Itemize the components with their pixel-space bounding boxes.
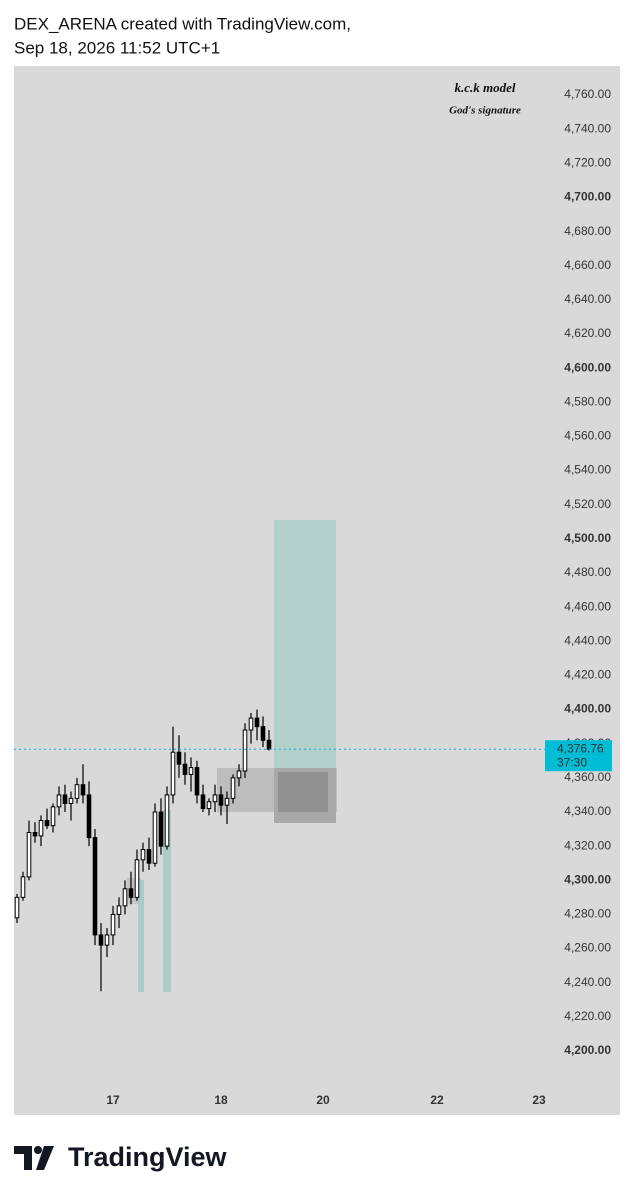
candle-body: [236, 770, 242, 779]
candle-body: [218, 794, 224, 806]
candle-body: [194, 767, 200, 796]
last-price-box: [545, 740, 612, 772]
brand-name: TradingView: [68, 1142, 228, 1172]
candle-body: [248, 717, 254, 731]
candle-body: [104, 934, 110, 946]
header-date: Sep 18, 2026 11:52 UTC+1: [14, 38, 220, 57]
y-tick-label: 4,600.00: [564, 360, 611, 374]
y-tick-label: 4,580.00: [564, 394, 611, 408]
stop-zone-inner: [278, 772, 328, 812]
candle-body: [110, 913, 116, 936]
y-tick-label: 4,700.00: [564, 190, 611, 204]
logo-mark: [14, 1146, 32, 1170]
x-tick-label: 22: [430, 1093, 444, 1107]
candle-body: [134, 859, 140, 898]
y-tick-label: 4,520.00: [564, 497, 611, 511]
candle-body: [50, 806, 56, 827]
y-tick-label: 4,680.00: [564, 224, 611, 238]
y-tick-label: 4,240.00: [564, 975, 611, 989]
candle-body: [224, 797, 230, 806]
candle-body: [230, 777, 236, 799]
candle-body: [32, 831, 38, 837]
candle-body: [122, 888, 128, 907]
candle-body: [92, 837, 98, 936]
x-tick-label: 23: [532, 1093, 546, 1107]
candle-body: [212, 794, 218, 803]
fvg-zone: [138, 880, 144, 992]
x-tick-label: 18: [214, 1093, 228, 1107]
x-tick-label: 17: [106, 1093, 120, 1107]
y-tick-label: 4,220.00: [564, 1009, 611, 1023]
y-tick-label: 4,340.00: [564, 804, 611, 818]
candle-body: [68, 797, 74, 804]
candle-body: [56, 794, 62, 808]
y-tick-label: 4,400.00: [564, 702, 611, 716]
candle-body: [14, 896, 20, 919]
y-tick-label: 4,420.00: [564, 668, 611, 682]
y-tick-label: 4,300.00: [564, 872, 611, 886]
y-tick-label: 4,200.00: [564, 1043, 611, 1057]
y-tick-label: 4,260.00: [564, 941, 611, 955]
y-tick-label: 4,280.00: [564, 907, 611, 921]
candle-body: [176, 751, 182, 765]
candle-body: [260, 726, 266, 741]
candle-body: [140, 849, 146, 861]
countdown-label: 37:30: [557, 755, 587, 769]
last-price-label: 4,376.76: [557, 741, 604, 755]
watermark-subtitle: God's signature: [449, 105, 521, 117]
y-tick-label: 4,620.00: [564, 326, 611, 340]
candle-body: [98, 934, 104, 946]
logo-mark: [34, 1146, 42, 1154]
y-tick-label: 4,500.00: [564, 531, 611, 545]
y-tick-label: 4,740.00: [564, 121, 611, 135]
candle-body: [86, 794, 92, 839]
candle-body: [80, 784, 86, 796]
candle-body: [38, 820, 44, 837]
y-tick-label: 4,540.00: [564, 463, 611, 477]
candle-body: [20, 876, 26, 898]
y-tick-label: 4,640.00: [564, 292, 611, 306]
y-tick-label: 4,320.00: [564, 838, 611, 852]
candle-body: [200, 794, 206, 810]
candle-body: [188, 767, 194, 775]
candle-body: [164, 794, 170, 847]
logo-mark: [36, 1146, 54, 1170]
candle-body: [254, 717, 260, 728]
candle-body: [182, 763, 188, 775]
x-tick-label: 20: [316, 1093, 330, 1107]
candle-body: [128, 888, 134, 898]
y-tick-label: 4,460.00: [564, 599, 611, 613]
candle-body: [242, 729, 248, 772]
y-tick-label: 4,660.00: [564, 258, 611, 272]
y-tick-label: 4,560.00: [564, 429, 611, 443]
y-tick-label: 4,760.00: [564, 87, 611, 101]
candle-body: [74, 784, 80, 799]
candle-body: [170, 751, 176, 796]
fvg-zone: [163, 810, 171, 992]
header-title: DEX_ARENA created with TradingView.com,: [14, 14, 351, 33]
candle-body: [266, 739, 272, 750]
candle-body: [44, 820, 50, 827]
y-tick-label: 4,360.00: [564, 770, 611, 784]
candle-body: [206, 801, 212, 810]
candle-body: [158, 811, 164, 847]
brand-logo: [14, 1146, 54, 1170]
target-zone: [274, 520, 336, 768]
candle-body: [146, 849, 152, 864]
y-tick-label: 4,720.00: [564, 155, 611, 169]
y-tick-label: 4,440.00: [564, 633, 611, 647]
candle-body: [152, 811, 158, 864]
y-tick-label: 4,480.00: [564, 565, 611, 579]
plot-layer: 4,200.00 4,220.00 4,240.00 4,260.00 4,280.00…: [14, 87, 620, 1115]
watermark-title: k.c.k model: [454, 80, 515, 95]
candle-body: [26, 831, 32, 878]
candle-body: [116, 905, 122, 915]
candle-body: [62, 794, 68, 804]
